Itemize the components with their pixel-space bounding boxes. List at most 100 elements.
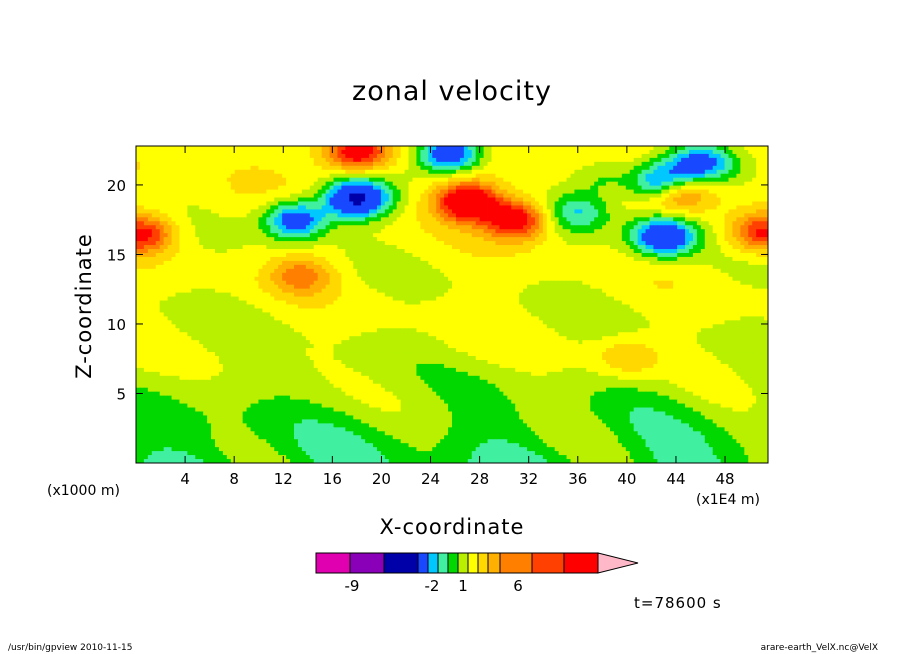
- field-cell: [155, 146, 161, 151]
- field-cell: [424, 221, 429, 226]
- field-cell: [301, 161, 307, 167]
- field-cell: [428, 153, 433, 159]
- field-cell: [183, 197, 188, 202]
- field-cell: [475, 181, 481, 187]
- field-cell: [550, 225, 556, 230]
- field-cell: [689, 181, 694, 187]
- field-cell: [487, 189, 492, 194]
- field-cell: [586, 237, 591, 242]
- field-cell: [270, 177, 275, 183]
- field-cell: [586, 209, 591, 214]
- field-cell: [400, 181, 405, 187]
- field-cell: [297, 197, 303, 202]
- field-cell: [764, 213, 769, 218]
- field-cell: [151, 229, 157, 234]
- field-cell: [420, 193, 425, 198]
- field-cell: [452, 241, 457, 246]
- field-cell: [736, 205, 741, 210]
- field-cell: [266, 189, 271, 194]
- field-cell: [621, 221, 627, 226]
- field-cell: [633, 217, 639, 222]
- field-cell: [475, 221, 481, 226]
- field-cell: [436, 153, 441, 159]
- field-cell: [333, 213, 338, 218]
- field-cell: [317, 173, 323, 179]
- field-cell: [246, 153, 251, 159]
- field-cell: [566, 201, 571, 206]
- field-cell: [420, 157, 425, 163]
- field-cell: [369, 189, 374, 194]
- field-cell: [416, 241, 421, 246]
- field-cell: [491, 217, 496, 222]
- field-cell: [558, 149, 563, 155]
- field-cell: [677, 245, 682, 250]
- field-cell: [610, 252, 615, 258]
- field-cell: [641, 173, 646, 179]
- field-cell: [602, 185, 607, 190]
- field-cell: [452, 197, 457, 202]
- field-cell: [250, 245, 255, 250]
- field-cell: [207, 209, 212, 214]
- field-cell: [246, 193, 251, 198]
- field-cell: [187, 229, 192, 234]
- field-cell: [211, 173, 216, 179]
- field-cell: [408, 181, 413, 187]
- field-cell: [613, 237, 619, 242]
- field-cell: [756, 165, 761, 171]
- field-cell: [341, 260, 346, 266]
- field-cell: [373, 209, 378, 214]
- field-cell: [321, 205, 326, 210]
- field-cell: [353, 205, 358, 210]
- field-cell: [459, 260, 465, 266]
- field-cell: [167, 209, 172, 214]
- field-cell: [661, 153, 666, 159]
- field-cell: [653, 177, 658, 183]
- field-cell: [677, 197, 682, 202]
- field-cell: [649, 165, 654, 171]
- field-cell: [388, 193, 394, 198]
- field-cell: [199, 241, 204, 246]
- field-cell: [376, 173, 382, 179]
- field-cell: [191, 189, 196, 194]
- field-cell: [483, 205, 488, 210]
- field-cell: [167, 149, 172, 155]
- field-cell: [321, 209, 326, 214]
- field-cell: [708, 161, 714, 167]
- field-cell: [250, 165, 255, 171]
- field-cell: [440, 189, 445, 194]
- field-cell: [369, 169, 374, 175]
- field-cell: [345, 177, 350, 183]
- field-cell: [527, 245, 532, 250]
- field-cell: [582, 256, 587, 262]
- field-cell: [373, 193, 378, 198]
- field-cell: [692, 213, 698, 218]
- field-cell: [598, 249, 603, 254]
- field-cell: [558, 181, 563, 187]
- field-cell: [139, 181, 145, 187]
- field-cell: [495, 209, 500, 214]
- field-cell: [554, 146, 560, 151]
- field-cell: [444, 201, 449, 206]
- field-cell: [523, 241, 528, 246]
- field-cell: [404, 193, 409, 198]
- field-cell: [641, 197, 646, 202]
- field-cell: [610, 193, 615, 198]
- field-cell: [467, 177, 473, 183]
- field-cell: [471, 225, 477, 230]
- field-cell: [369, 233, 374, 238]
- field-cell: [448, 197, 453, 202]
- field-cell: [254, 169, 259, 175]
- field-cell: [452, 252, 457, 258]
- field-cell: [511, 193, 516, 198]
- field-cell: [349, 173, 354, 179]
- field-cell: [602, 225, 607, 230]
- field-cell: [613, 260, 619, 266]
- field-cell: [396, 225, 402, 230]
- field-cell: [136, 221, 141, 226]
- field-cell: [452, 260, 457, 266]
- field-cell: [617, 225, 623, 230]
- field-cell: [337, 213, 342, 218]
- field-cell: [657, 221, 662, 226]
- field-cell: [179, 205, 184, 210]
- field-cell: [649, 149, 654, 155]
